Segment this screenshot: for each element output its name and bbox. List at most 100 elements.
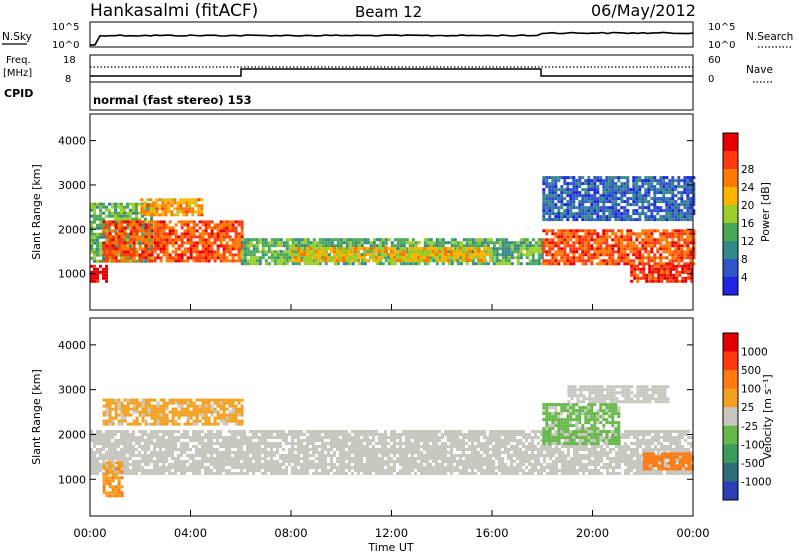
- data-cell: [620, 259, 624, 263]
- data-cell: [453, 238, 457, 242]
- data-cell: [333, 472, 336, 475]
- data-cell: [96, 463, 99, 466]
- data-cell: [656, 262, 660, 266]
- data-cell: [620, 244, 624, 248]
- data-cell: [611, 232, 615, 236]
- data-cell: [417, 250, 420, 253]
- data-cell: [408, 442, 411, 445]
- data-cell: [102, 244, 106, 248]
- data-cell: [255, 436, 258, 439]
- data-cell: [554, 215, 558, 219]
- data-cell: [183, 463, 186, 466]
- data-cell: [623, 244, 627, 248]
- data-cell: [161, 207, 165, 211]
- data-cell: [414, 445, 417, 448]
- data-cell: [584, 262, 588, 266]
- data-cell: [303, 241, 307, 245]
- data-cell: [309, 259, 312, 262]
- data-cell: [465, 241, 469, 245]
- data-cell: [569, 200, 573, 204]
- data-cell: [402, 460, 405, 463]
- data-cell: [665, 203, 669, 207]
- data-cell: [402, 259, 405, 262]
- data-cell: [369, 460, 372, 463]
- data-cell: [566, 191, 570, 195]
- data-cell: [108, 208, 111, 212]
- data-cell: [602, 185, 606, 189]
- data-cell: [483, 433, 486, 436]
- data-cell: [507, 256, 511, 260]
- data-cell: [381, 448, 384, 451]
- data-cell: [279, 469, 282, 472]
- data-cell: [138, 202, 141, 206]
- data-cell: [342, 454, 345, 457]
- data-cell: [252, 250, 256, 254]
- data-cell: [548, 185, 552, 189]
- data-cell: [572, 200, 576, 204]
- data-cell: [668, 200, 672, 204]
- data-cell: [459, 457, 462, 460]
- station-title: Hankasalmi (fitACF): [90, 1, 258, 21]
- data-cell: [176, 210, 180, 214]
- data-cell: [282, 433, 285, 436]
- data-cell: [117, 454, 120, 457]
- data-cell: [486, 436, 489, 439]
- data-cell: [399, 436, 402, 439]
- data-cell: [483, 430, 486, 433]
- data-cell: [477, 250, 480, 253]
- data-cell: [650, 232, 654, 236]
- data-cell: [516, 244, 520, 248]
- data-cell: [105, 238, 108, 242]
- data-cell: [198, 436, 201, 439]
- data-cell: [456, 244, 460, 248]
- data-cell: [342, 460, 345, 463]
- data-cell: [102, 223, 105, 227]
- data-cell: [270, 436, 273, 439]
- data-cell: [471, 469, 474, 472]
- data-cell: [641, 229, 645, 233]
- data-cell: [626, 179, 630, 183]
- data-cell: [156, 223, 160, 227]
- data-cell: [192, 244, 196, 248]
- data-cell: [198, 238, 202, 242]
- data-cell: [219, 451, 222, 454]
- data-cell: [638, 262, 642, 266]
- data-cell: [324, 460, 327, 463]
- data-cell: [447, 241, 451, 245]
- data-cell: [596, 176, 600, 180]
- data-cell: [384, 451, 387, 454]
- data-cell: [569, 215, 573, 219]
- data-cell: [477, 460, 480, 463]
- data-cell: [333, 262, 337, 266]
- data-cell: [159, 472, 162, 475]
- data-cell: [554, 179, 558, 183]
- data-cell: [291, 262, 295, 266]
- data-cell: [159, 457, 162, 460]
- data-cell: [504, 259, 508, 263]
- data-cell: [123, 451, 126, 454]
- data-cell: [273, 442, 276, 445]
- data-cell: [372, 259, 375, 262]
- data-cell: [345, 241, 349, 245]
- data-cell: [240, 436, 243, 439]
- data-cell: [123, 472, 126, 475]
- data-cell: [507, 262, 511, 266]
- data-cell: [393, 439, 396, 442]
- data-cell: [324, 448, 327, 451]
- data-cell: [321, 463, 324, 466]
- data-cell: [393, 454, 396, 457]
- data-cell: [126, 226, 129, 230]
- data-cell: [135, 235, 139, 239]
- data-cell: [542, 209, 546, 213]
- data-cell: [656, 250, 660, 254]
- data-cell: [414, 439, 417, 442]
- data-cell: [123, 214, 126, 218]
- data-cell: [474, 256, 477, 259]
- data-cell: [554, 194, 558, 198]
- data-cell: [327, 256, 330, 259]
- data-cell: [270, 442, 273, 445]
- data-cell: [189, 232, 193, 236]
- data-cell: [185, 204, 189, 208]
- data-cell: [234, 430, 237, 433]
- data-cell: [680, 209, 684, 213]
